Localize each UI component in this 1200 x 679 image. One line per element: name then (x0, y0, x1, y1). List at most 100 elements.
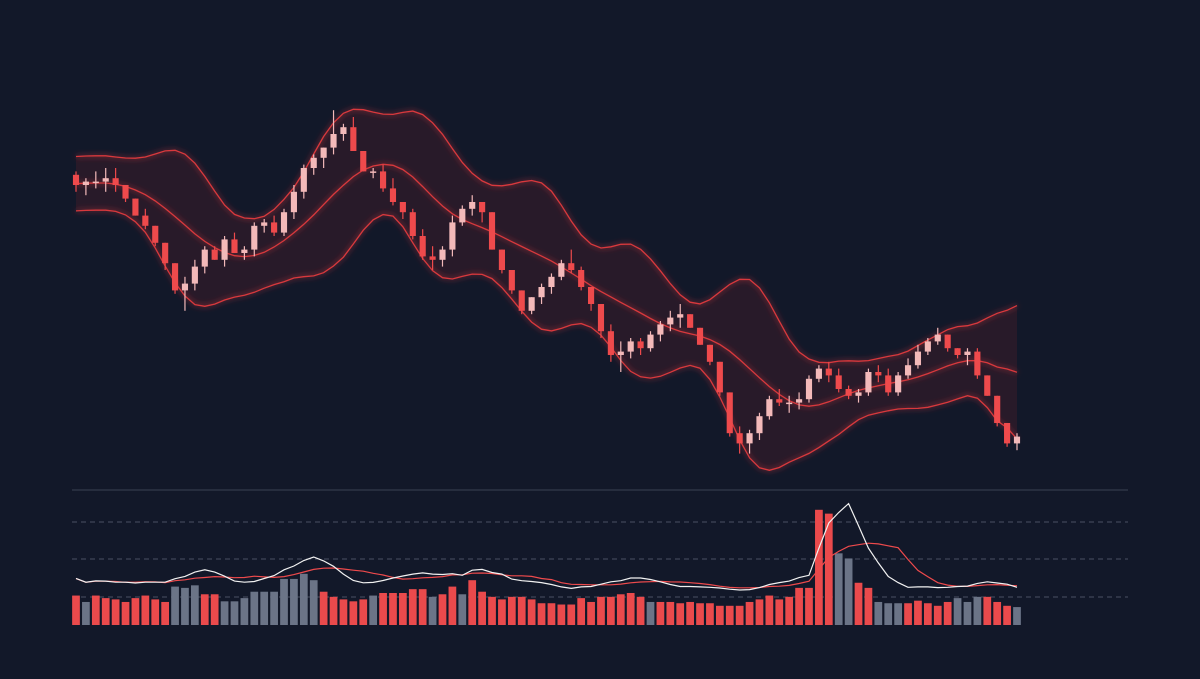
candle (122, 185, 129, 202)
volume-bar (626, 593, 635, 625)
candle (102, 168, 109, 192)
candle-body (924, 341, 931, 352)
volume-bar (181, 587, 189, 625)
volume-bar (646, 601, 655, 625)
candle (479, 202, 486, 223)
candle-body (439, 249, 446, 260)
candle-body (597, 304, 605, 332)
candle-body (181, 283, 189, 291)
volume-bar (171, 586, 179, 625)
candle (112, 168, 119, 192)
candle-body (558, 263, 565, 277)
candle (627, 338, 634, 359)
candle (280, 208, 288, 236)
candle (597, 304, 605, 338)
candle (449, 215, 456, 257)
candle (379, 164, 387, 192)
volume-bar (755, 599, 764, 625)
volume-bar (607, 596, 615, 625)
volume-bar (933, 605, 942, 625)
volume-bar (91, 595, 100, 625)
candle (776, 389, 783, 406)
volume-bar (597, 596, 605, 625)
candle (825, 361, 832, 383)
volume-bar (72, 595, 80, 625)
candle (330, 110, 337, 155)
candle-body (231, 239, 238, 253)
candle (82, 178, 89, 196)
candle-body (92, 181, 99, 184)
candle (92, 171, 99, 189)
candle-body (1013, 436, 1021, 444)
candle (171, 263, 179, 294)
candle (370, 168, 377, 179)
volume-bar (280, 578, 288, 625)
candle (796, 392, 803, 410)
candle (360, 151, 367, 172)
candle (498, 249, 505, 274)
candle-body (459, 208, 466, 223)
volume-bar (408, 589, 417, 625)
candle-body (845, 389, 852, 396)
candle (528, 297, 535, 315)
candle-body (667, 317, 674, 325)
candle (251, 222, 258, 257)
candle-body (280, 212, 288, 233)
candle-body (271, 222, 278, 233)
candle-body (469, 202, 476, 209)
candle-body (1004, 423, 1011, 444)
volume-bar (319, 591, 328, 625)
volume-bar (715, 605, 724, 625)
candle-body (796, 399, 803, 403)
candle (142, 208, 149, 230)
volume-bar (468, 580, 477, 625)
volume-bar (448, 586, 457, 625)
volume-bar (725, 605, 734, 625)
candle-body (647, 334, 654, 349)
candle-body (122, 185, 129, 199)
candle-body (379, 171, 387, 189)
volume-bar (775, 599, 784, 625)
candle-body (914, 351, 922, 366)
candle-body (211, 249, 218, 260)
volume-bar (250, 591, 259, 625)
volume-bar (191, 585, 199, 625)
volume-bar (359, 599, 368, 625)
candle (984, 375, 991, 396)
volume-bar (200, 594, 209, 625)
volume-average-fast (75, 502, 1018, 591)
candle (617, 341, 624, 372)
candle (439, 246, 446, 267)
candle (924, 338, 931, 355)
candle (469, 195, 476, 216)
candle-body (617, 351, 624, 355)
candle-body (895, 375, 902, 393)
candle-body (528, 297, 535, 311)
band-lower (75, 209, 1018, 471)
band-middle (75, 163, 1018, 407)
candle-body (637, 341, 644, 349)
volume-guides (72, 521, 1128, 598)
candle (201, 246, 208, 274)
candle (290, 185, 297, 219)
volume-bar (824, 513, 833, 625)
candle (736, 426, 743, 454)
candle (221, 236, 228, 267)
candle-body (419, 236, 426, 257)
candle (1013, 433, 1021, 451)
candle-body (607, 331, 614, 355)
volume-bar (240, 598, 249, 625)
candle (657, 321, 664, 342)
candle-body (350, 127, 357, 151)
candle (835, 368, 842, 393)
volume-bar (785, 596, 794, 625)
volume-bar (547, 603, 556, 625)
candle (994, 395, 1001, 427)
candle (716, 361, 723, 396)
volume-bar (101, 598, 110, 625)
candle (191, 259, 198, 291)
candle-body (578, 270, 585, 287)
candle-body (696, 327, 704, 345)
bollinger-band-layer (75, 108, 1018, 471)
